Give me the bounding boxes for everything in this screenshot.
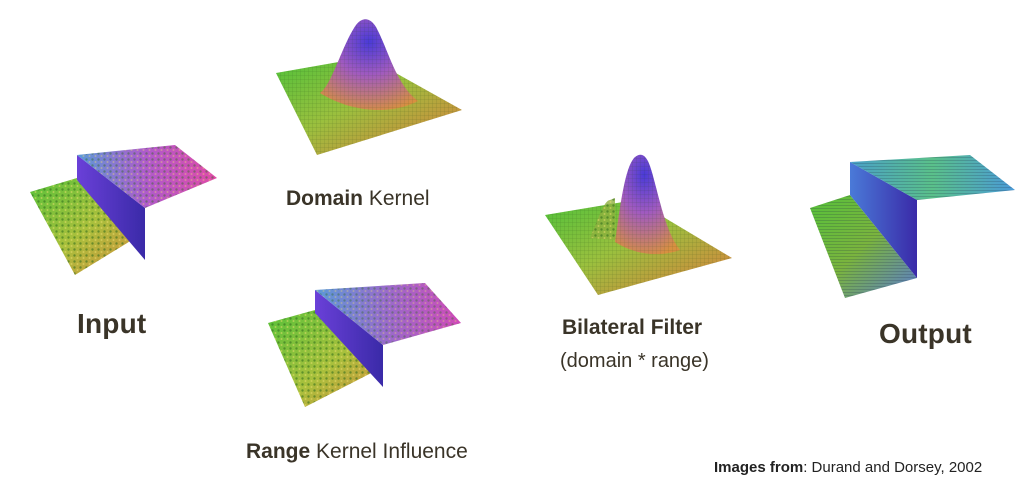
domain-kernel-label-rest: Kernel	[363, 187, 430, 210]
input-label: Input	[77, 308, 147, 339]
image-credit: Images from: Durand and Dorsey, 2002	[714, 459, 982, 476]
output-surface-plot	[805, 150, 1020, 300]
range-kernel-label-bold: Range	[246, 440, 311, 463]
image-credit-rest: : Durand and Dorsey, 2002	[803, 459, 983, 476]
bilateral-filter-title: Bilateral Filter	[562, 316, 703, 339]
input-surface-plot	[25, 140, 220, 290]
domain-kernel-label: Domain Kernel	[286, 187, 430, 211]
domain-kernel-plot	[272, 15, 467, 170]
range-kernel-plot	[265, 275, 465, 415]
range-kernel-label-rest: Kernel Influence	[310, 440, 468, 463]
image-credit-bold: Images from	[714, 459, 804, 476]
bilateral-filter-plot	[540, 150, 740, 300]
range-kernel-label: Range Kernel Influence	[246, 440, 468, 464]
bilateral-filter-sublabel: (domain * range)	[560, 350, 709, 372]
bilateral-filter-label: Bilateral Filter	[562, 316, 702, 340]
domain-kernel-label-bold: Domain	[286, 187, 364, 210]
output-label: Output	[879, 318, 972, 349]
